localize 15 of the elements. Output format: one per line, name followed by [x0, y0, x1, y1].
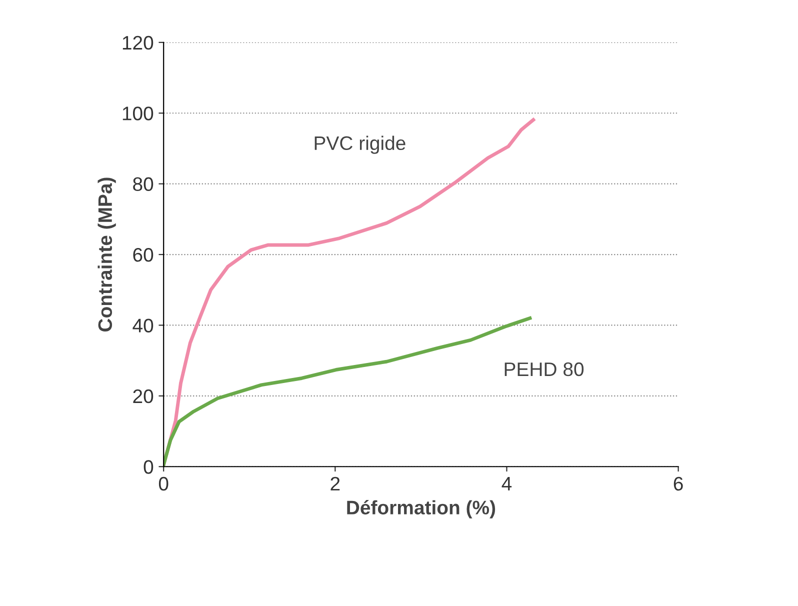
- y-tick-label: 120: [122, 36, 154, 50]
- y-tick-label: 20: [133, 389, 154, 404]
- y-tick-label: 80: [133, 177, 154, 192]
- series-label: PEHD 80: [504, 362, 584, 376]
- x-tick-label: 2: [330, 476, 340, 490]
- y-tick-label: 40: [132, 318, 154, 332]
- y-tick-label: 0: [144, 460, 154, 474]
- x-tick-label: 4: [502, 477, 512, 490]
- y-axis-title: Contrainte (MPa): [98, 178, 116, 332]
- y-tick-label: 60: [133, 248, 154, 262]
- text: PVC rigide: [314, 136, 406, 154]
- y-tick-label: 100: [122, 106, 154, 120]
- x-tick-label: 6: [674, 476, 683, 491]
- x-tick-label: 0: [158, 476, 168, 491]
- x-axis-title: Déformation (%): [347, 500, 496, 518]
